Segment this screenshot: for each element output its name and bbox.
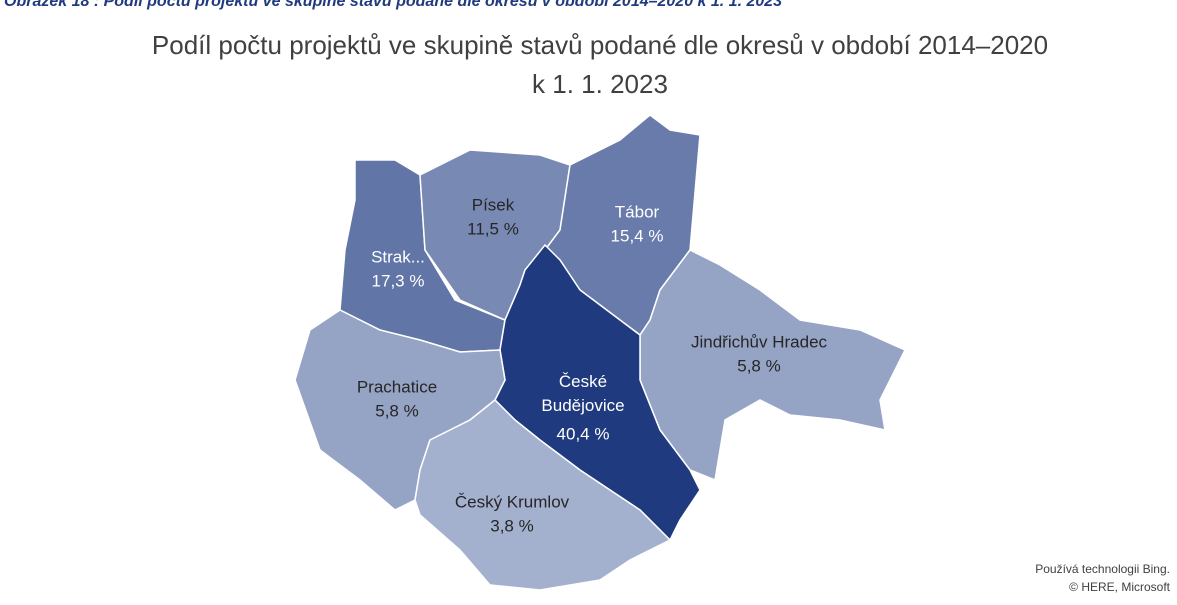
region-label: Jindřichův Hradec [691, 332, 828, 351]
value-label: 3,8 % [490, 516, 533, 535]
value-label: 40,4 % [557, 424, 610, 443]
value-label: 17,3 % [372, 271, 425, 290]
attribution: Používá technologii Bing. [1035, 562, 1170, 576]
value-label: 15,4 % [611, 226, 664, 245]
value-label: 11,5 % [467, 219, 519, 238]
region [414, 398, 672, 591]
value-label: 5,8 % [737, 356, 780, 375]
region-label: České Budějovice [541, 372, 624, 415]
region-label: Strak... [371, 247, 425, 266]
chart-subtitle: k 1. 1. 2023 [532, 69, 668, 99]
caption: Obrázek 18 : Podíl počtu projektů ve sku… [4, 0, 782, 10]
region-label: Písek [472, 195, 515, 214]
chart-title: Podíl počtu projektů ve skupině stavů po… [152, 30, 1048, 60]
attribution: © HERE, Microsoft [1069, 580, 1171, 594]
region-label: Prachatice [357, 377, 437, 396]
value-label: 5,8 % [375, 401, 418, 420]
region-label: Tábor [615, 202, 660, 221]
region-label: Český Krumlov [455, 492, 570, 511]
